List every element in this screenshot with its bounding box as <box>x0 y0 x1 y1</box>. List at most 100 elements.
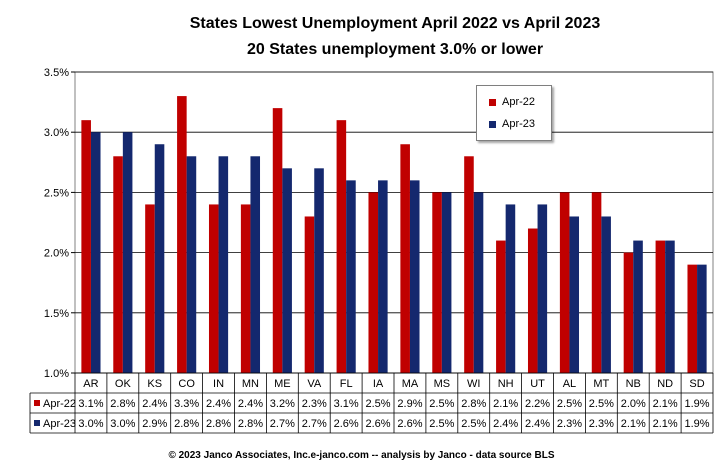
x-tick-label: MA <box>402 378 419 390</box>
data-label: 2.1% <box>493 398 518 410</box>
bar-apr-22-nb <box>623 252 634 373</box>
data-label: 2.6% <box>397 418 422 430</box>
bar-apr-22-co <box>177 96 187 373</box>
data-label: 2.5% <box>429 418 454 430</box>
bar-apr-22-va <box>304 216 315 373</box>
bar-apr-23-in <box>218 156 229 373</box>
bar-apr-23-ks <box>154 144 165 373</box>
y-tick-label: 3.0% <box>44 127 69 139</box>
bar-apr-23-nb <box>633 240 643 373</box>
x-tick-label: FL <box>340 378 353 390</box>
bar-apr-23-nd <box>665 240 675 373</box>
bar-apr-23-ma <box>409 180 420 373</box>
data-label: 3.0% <box>110 418 135 430</box>
data-label: 2.8% <box>238 418 263 430</box>
data-label: 3.2% <box>270 398 295 410</box>
data-label: 2.3% <box>302 398 327 410</box>
y-tick-label: 1.5% <box>44 308 69 320</box>
bar-apr-22-ar <box>81 120 91 373</box>
x-tick-label: WI <box>467 378 480 390</box>
bar-apr-22-ks <box>145 204 155 373</box>
table-series-name: Apr-22 <box>43 398 76 410</box>
bar-apr-23-sd <box>697 264 707 373</box>
chart-footer: © 2023 Janco Associates, Inc.e-janco.com… <box>168 450 555 461</box>
chart-legend: Apr-22 Apr-23 <box>476 85 552 141</box>
data-label: 2.4% <box>493 418 518 430</box>
data-label: 2.4% <box>525 418 550 430</box>
x-tick-label: OK <box>115 378 132 390</box>
bar-apr-23-ms <box>441 192 452 373</box>
bar-apr-23-me <box>282 168 292 373</box>
data-label: 2.1% <box>621 418 646 430</box>
data-label: 1.9% <box>685 398 710 410</box>
data-label: 1.9% <box>685 418 710 430</box>
data-label: 2.8% <box>206 418 231 430</box>
bar-apr-23-fl <box>346 180 356 373</box>
data-label: 2.7% <box>302 418 327 430</box>
plot-area <box>74 71 714 374</box>
x-tick-label: ME <box>274 378 291 390</box>
data-label: 2.8% <box>110 398 135 410</box>
legend-swatch-apr-23 <box>489 120 496 128</box>
data-label: 2.9% <box>142 418 167 430</box>
x-tick-label: ND <box>657 378 673 390</box>
bar-apr-23-mt <box>601 216 611 373</box>
y-tick-label: 2.0% <box>44 248 69 260</box>
bar-apr-22-ok <box>113 156 123 373</box>
x-tick-label: NH <box>498 378 514 390</box>
y-tick-label: 1.0% <box>44 368 69 380</box>
bar-apr-23-co <box>186 156 197 373</box>
bar-apr-23-mn <box>250 156 261 373</box>
legend-item-apr-23: Apr-23 <box>489 116 535 132</box>
data-label: 2.1% <box>653 418 678 430</box>
bar-apr-23-wi <box>473 192 484 373</box>
x-tick-label: NB <box>626 378 641 390</box>
bar-apr-23-ia <box>378 180 388 373</box>
data-label: 3.1% <box>78 398 103 410</box>
x-tick-label: MT <box>593 378 609 390</box>
bar-apr-23-va <box>314 168 324 373</box>
x-tick-label: AR <box>83 378 98 390</box>
data-label: 2.3% <box>557 418 582 430</box>
x-tick-label: IN <box>213 378 224 390</box>
x-tick-label: MN <box>242 378 259 390</box>
data-label: 2.9% <box>397 398 422 410</box>
bar-apr-22-mt <box>591 192 602 373</box>
bar-apr-23-ok <box>122 132 133 373</box>
data-label: 2.2% <box>525 398 550 410</box>
bar-apr-22-fl <box>336 120 347 373</box>
x-tick-label: VA <box>307 378 322 390</box>
data-label: 2.4% <box>142 398 167 410</box>
legend-item-apr-22: Apr-22 <box>489 94 535 110</box>
data-label: 2.4% <box>206 398 231 410</box>
data-label: 2.6% <box>334 418 359 430</box>
data-label: 2.5% <box>366 398 391 410</box>
data-label: 3.0% <box>78 418 103 430</box>
data-label: 2.1% <box>653 398 678 410</box>
data-label: 2.0% <box>621 398 646 410</box>
bar-apr-22-me <box>272 108 283 374</box>
y-tick-label: 2.5% <box>44 187 69 199</box>
data-label: 2.5% <box>557 398 582 410</box>
bar-apr-23-al <box>569 216 580 373</box>
data-label: 3.3% <box>174 398 199 410</box>
bar-apr-23-ar <box>90 132 101 373</box>
bar-apr-22-mn <box>240 204 251 373</box>
bar-apr-22-nh <box>496 240 506 373</box>
bar-apr-22-nd <box>655 240 666 373</box>
table-legend-key-apr-23 <box>34 420 40 426</box>
legend-swatch-apr-22 <box>489 98 496 106</box>
bar-apr-22-sd <box>687 264 698 373</box>
data-label: 2.4% <box>238 398 263 410</box>
data-label: 2.8% <box>174 418 199 430</box>
chart-subtitle: 20 States unemployment 3.0% or lower <box>246 41 544 58</box>
data-label: 2.6% <box>366 418 391 430</box>
bar-apr-22-al <box>559 192 570 373</box>
table-legend-key-apr-22 <box>34 400 40 406</box>
bar-apr-23-nh <box>505 204 516 373</box>
x-tick-label: IA <box>373 378 384 390</box>
bar-apr-23-ut <box>537 204 548 373</box>
x-tick-label: SD <box>689 378 704 390</box>
x-tick-label: CO <box>178 378 195 390</box>
